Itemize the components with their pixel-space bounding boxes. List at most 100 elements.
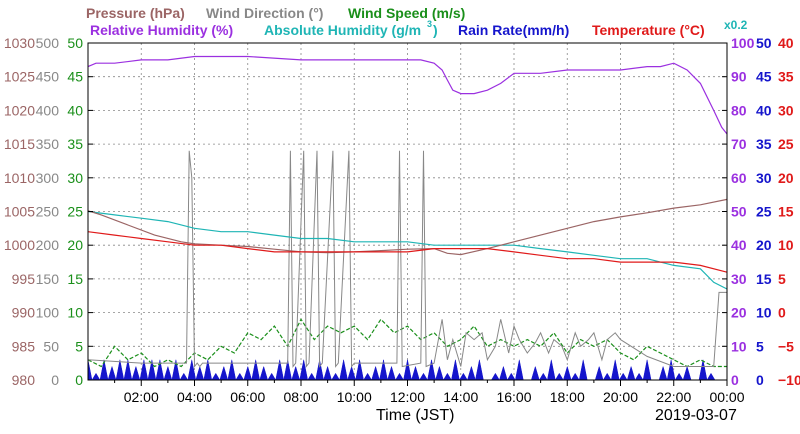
y-tick-wind-direction: 400 bbox=[36, 102, 60, 118]
x-axis-label: Time (JST) bbox=[376, 407, 455, 424]
x-tick-label: 18:00 bbox=[550, 389, 585, 405]
y-tick-humidity: 10 bbox=[731, 338, 747, 354]
y-tick-wind-direction: 150 bbox=[36, 271, 60, 287]
grid bbox=[88, 43, 727, 380]
y-tick-rain-rate: 0 bbox=[756, 372, 764, 388]
y-tick-temperature: −5 bbox=[778, 338, 794, 354]
y-tick-wind-direction: 50 bbox=[43, 338, 59, 354]
x-tick-label: 06:00 bbox=[230, 389, 265, 405]
y-tick-wind-speed: 5 bbox=[75, 338, 83, 354]
legend-absolute-humidity: Absolute Humidity (g/m bbox=[264, 22, 421, 38]
y-tick-temperature: 35 bbox=[778, 69, 794, 85]
y-tick-humidity: 0 bbox=[731, 372, 739, 388]
series-rain-rate bbox=[87, 359, 727, 381]
y-tick-temperature: 40 bbox=[778, 35, 794, 51]
y-tick-humidity: 70 bbox=[731, 136, 747, 152]
y-axes: 9809859909951000100510101015102010251030… bbox=[4, 35, 800, 388]
y-tick-humidity: 40 bbox=[731, 237, 747, 253]
legend-temperature: Temperature (°C) bbox=[592, 22, 705, 38]
y-tick-wind-direction: 300 bbox=[36, 170, 60, 186]
y-tick-humidity: 90 bbox=[731, 69, 747, 85]
plot-area bbox=[87, 55, 728, 381]
y-tick-rain-rate: 40 bbox=[756, 102, 772, 118]
x-tick-label: 12:00 bbox=[390, 389, 425, 405]
y-tick-temperature: −10 bbox=[778, 372, 800, 388]
y-tick-temperature: 25 bbox=[778, 136, 794, 152]
y-tick-humidity: 100 bbox=[731, 35, 755, 51]
series-temperature bbox=[87, 231, 728, 273]
x-axis: 02:00 04:00 06:00 08:00 10:00 12:00 14:00 16:00… bbox=[114, 380, 745, 405]
y-tick-pressure: 1010 bbox=[4, 170, 35, 186]
y-tick-wind-direction: 500 bbox=[36, 35, 60, 51]
y-tick-rain-rate: 10 bbox=[756, 305, 772, 321]
y-tick-wind-direction: 350 bbox=[36, 136, 60, 152]
y-tick-wind-direction: 250 bbox=[36, 204, 60, 220]
x-tick-label: 14:00 bbox=[443, 389, 478, 405]
y-tick-wind-speed: 10 bbox=[67, 305, 83, 321]
y-tick-humidity: 20 bbox=[731, 305, 747, 321]
y-tick-rain-rate: 20 bbox=[756, 237, 772, 253]
series-relative-humidity bbox=[87, 55, 728, 135]
y-tick-wind-speed: 50 bbox=[67, 35, 83, 51]
y-tick-pressure: 1000 bbox=[4, 237, 35, 253]
series-absolute-humidity bbox=[87, 210, 728, 290]
legend-absolute-humidity-sup: 3 bbox=[427, 19, 432, 29]
y-tick-temperature: 30 bbox=[778, 102, 794, 118]
y-tick-wind-speed: 35 bbox=[67, 136, 83, 152]
legend-rain-rate: Rain Rate(mm/h) bbox=[458, 22, 569, 38]
x-tick-label: 08:00 bbox=[283, 389, 318, 405]
x-tick-label: 02:00 bbox=[124, 389, 159, 405]
x-tick-label: 16:00 bbox=[496, 389, 531, 405]
y-tick-temperature: 15 bbox=[778, 204, 794, 220]
y-tick-pressure: 990 bbox=[12, 305, 36, 321]
y-tick-wind-direction: 100 bbox=[36, 305, 60, 321]
y-tick-pressure: 980 bbox=[12, 372, 36, 388]
y-tick-wind-direction: 200 bbox=[36, 237, 60, 253]
x-tick-label: 10:00 bbox=[337, 389, 372, 405]
y-tick-temperature: 10 bbox=[778, 237, 794, 253]
x-tick-label: 00:00 bbox=[709, 389, 744, 405]
legend-absolute-humidity-tail: ) bbox=[433, 22, 438, 38]
y-tick-rain-rate: 5 bbox=[756, 338, 764, 354]
x-tick-label: 20:00 bbox=[603, 389, 638, 405]
x-tick-label: 04:00 bbox=[177, 389, 212, 405]
legend-pressure: Pressure (hPa) bbox=[86, 5, 185, 21]
legend-absolute-humidity-scale: x0.2 bbox=[724, 18, 748, 32]
y-tick-pressure: 1020 bbox=[4, 102, 35, 118]
y-tick-pressure: 1025 bbox=[4, 69, 35, 85]
y-tick-wind-speed: 15 bbox=[67, 271, 83, 287]
series-pressure bbox=[87, 198, 728, 256]
y-tick-pressure: 985 bbox=[12, 338, 36, 354]
y-tick-rain-rate: 35 bbox=[756, 136, 772, 152]
y-tick-wind-speed: 0 bbox=[75, 372, 83, 388]
y-tick-humidity: 60 bbox=[731, 170, 747, 186]
y-tick-wind-speed: 40 bbox=[67, 102, 83, 118]
y-tick-rain-rate: 45 bbox=[756, 69, 772, 85]
series-wind-direction bbox=[87, 150, 727, 368]
date-label: 2019-03-07 bbox=[655, 407, 737, 424]
legend-wind-direction: Wind Direction (°) bbox=[206, 5, 323, 21]
y-tick-temperature: 0 bbox=[778, 305, 786, 321]
y-tick-humidity: 50 bbox=[731, 204, 747, 220]
y-tick-wind-speed: 45 bbox=[67, 69, 83, 85]
y-tick-pressure: 1015 bbox=[4, 136, 35, 152]
legend-relative-humidity: Relative Humidity (%) bbox=[90, 22, 233, 38]
y-tick-rain-rate: 50 bbox=[756, 35, 772, 51]
y-tick-temperature: 5 bbox=[778, 271, 786, 287]
y-tick-wind-speed: 25 bbox=[67, 204, 83, 220]
y-tick-humidity: 30 bbox=[731, 271, 747, 287]
y-tick-pressure: 1005 bbox=[4, 204, 35, 220]
y-tick-wind-direction: 0 bbox=[51, 372, 59, 388]
y-tick-temperature: 20 bbox=[778, 170, 794, 186]
y-tick-rain-rate: 25 bbox=[756, 204, 772, 220]
y-tick-wind-speed: 20 bbox=[67, 237, 83, 253]
y-tick-pressure: 995 bbox=[12, 271, 36, 287]
x-tick-label: 22:00 bbox=[656, 389, 691, 405]
y-tick-wind-direction: 450 bbox=[36, 69, 60, 85]
legend-wind-speed: Wind Speed (m/s) bbox=[348, 5, 465, 21]
y-tick-pressure: 1030 bbox=[4, 35, 35, 51]
y-tick-wind-speed: 30 bbox=[67, 170, 83, 186]
y-tick-rain-rate: 30 bbox=[756, 170, 772, 186]
y-tick-rain-rate: 15 bbox=[756, 271, 772, 287]
